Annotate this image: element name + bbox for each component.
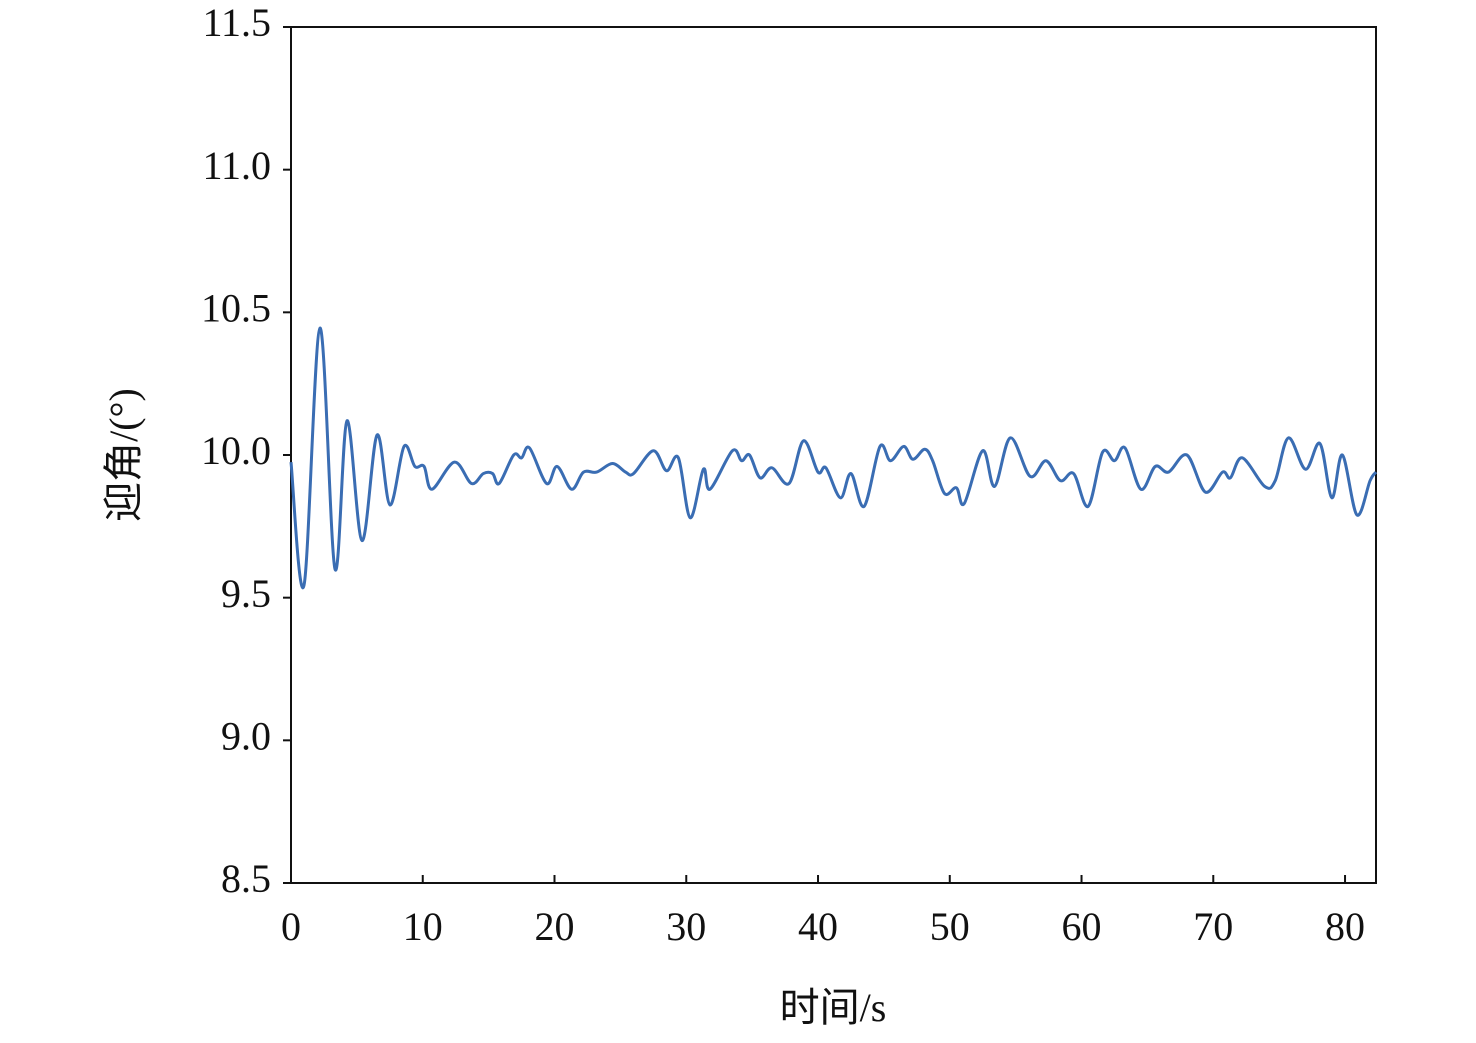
y-tick-label: 11.0 [202, 143, 271, 188]
data-line [289, 326, 1378, 590]
y-tick-label: 8.5 [221, 856, 271, 901]
x-tick-label: 10 [403, 904, 443, 949]
x-tick-label: 80 [1325, 904, 1365, 949]
plot-frame [290, 26, 1377, 884]
x-tick-label: 70 [1193, 904, 1233, 949]
y-tick-label: 9.0 [221, 714, 271, 759]
x-tick-label: 40 [798, 904, 838, 949]
x-axis-label: 时间/s [780, 985, 887, 1030]
x-tick-label: 0 [281, 904, 301, 949]
y-tick-label: 10.5 [201, 286, 271, 331]
x-tick-label: 60 [1062, 904, 1102, 949]
y-tick-label: 9.5 [221, 571, 271, 616]
x-tick-label: 50 [930, 904, 970, 949]
y-tick-label: 10.0 [201, 428, 271, 473]
x-tick-label: 30 [666, 904, 706, 949]
y-tick-label: 11.5 [202, 0, 271, 45]
y-axis-label: 迎角/(°) [101, 388, 146, 522]
x-tick-label: 20 [535, 904, 575, 949]
